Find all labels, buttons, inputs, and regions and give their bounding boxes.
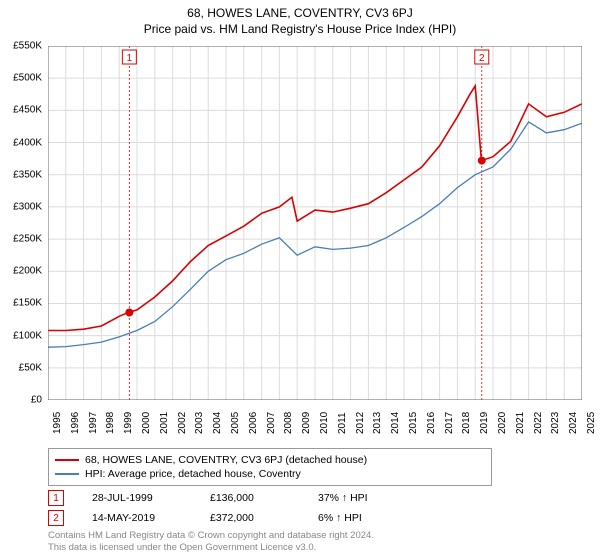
x-tick-label: 2020 [497,412,508,434]
y-tick-label: £0 [31,395,42,406]
marker-badge-1-id: 1 [53,493,59,504]
x-tick-label: 1997 [88,412,99,434]
x-tick-label: 2008 [283,412,294,434]
y-tick-label: £200K [13,266,42,277]
x-tick-label: 2016 [426,412,437,434]
x-axis-labels: 1995 1996 1997 1998 1999 2000 2001 2002 2003 2004… [48,404,582,444]
svg-text:1: 1 [127,53,133,64]
x-tick-label: 2017 [444,412,455,434]
chart-container: 68, HOWES LANE, COVENTRY, CV3 6PJ Price … [0,0,600,560]
footer-line1: Contains HM Land Registry data © Crown c… [48,530,374,542]
x-tick-label: 2025 [586,412,597,434]
y-tick-label: £350K [13,169,42,180]
marker-2-date: 14-MAY-2019 [92,512,182,524]
chart-svg: 12 [48,46,582,400]
x-tick-label: 2006 [248,412,259,434]
y-tick-label: £150K [13,298,42,309]
x-tick-label: 1998 [105,412,116,434]
y-tick-label: £400K [13,137,42,148]
x-tick-label: 2014 [390,412,401,434]
x-tick-label: 2009 [301,412,312,434]
x-tick-label: 2018 [461,412,472,434]
y-tick-label: £100K [13,330,42,341]
x-tick-label: 2022 [533,412,544,434]
x-tick-label: 2004 [212,412,223,434]
chart-plot-area: 12 [48,46,582,400]
marker-2-delta: 6% ↑ HPI [318,512,362,524]
x-tick-label: 1996 [70,412,81,434]
marker-badge-2: 2 [48,510,64,526]
marker-badge-1: 1 [48,490,64,506]
x-tick-label: 2011 [337,412,348,434]
marker-row-1: 1 28-JUL-1999 £136,000 37% ↑ HPI [48,490,582,506]
legend: 68, HOWES LANE, COVENTRY, CV3 6PJ (detac… [48,448,492,486]
x-tick-label: 2002 [177,412,188,434]
legend-item: HPI: Average price, detached house, Cove… [55,467,485,481]
marker-1-date: 28-JUL-1999 [92,492,182,504]
x-tick-label: 2019 [479,412,490,434]
title-sub: Price paid vs. HM Land Registry's House … [0,20,600,36]
x-tick-label: 2012 [355,412,366,434]
x-tick-label: 1995 [52,412,63,434]
marker-badge-2-id: 2 [53,513,59,524]
x-tick-label: 2024 [568,412,579,434]
x-tick-label: 2000 [141,412,152,434]
y-tick-label: £300K [13,201,42,212]
y-tick-label: £500K [13,73,42,84]
x-tick-label: 2007 [266,412,277,434]
x-tick-label: 2010 [319,412,330,434]
x-tick-label: 2013 [372,412,383,434]
legend-label: 68, HOWES LANE, COVENTRY, CV3 6PJ (detac… [85,454,367,466]
legend-item: 68, HOWES LANE, COVENTRY, CV3 6PJ (detac… [55,453,485,467]
legend-swatch [55,473,79,475]
y-tick-label: £450K [13,105,42,116]
legend-swatch [55,459,79,461]
marker-1-delta: 37% ↑ HPI [318,492,368,504]
footer-line2: This data is licensed under the Open Gov… [48,542,374,554]
y-axis-labels: £0£50K£100K£150K£200K£250K£300K£350K£400… [0,46,46,400]
x-tick-label: 2015 [408,412,419,434]
footer: Contains HM Land Registry data © Crown c… [48,530,374,554]
y-tick-label: £250K [13,234,42,245]
marker-1-price: £136,000 [210,492,290,504]
x-tick-label: 1999 [123,412,134,434]
y-tick-label: £550K [13,41,42,52]
svg-text:2: 2 [479,53,485,64]
x-tick-label: 2003 [194,412,205,434]
x-tick-label: 2021 [515,412,526,434]
legend-label: HPI: Average price, detached house, Cove… [85,468,301,480]
x-tick-label: 2023 [550,412,561,434]
marker-row-2: 2 14-MAY-2019 £372,000 6% ↑ HPI [48,510,582,526]
y-tick-label: £50K [19,362,42,373]
title-main: 68, HOWES LANE, COVENTRY, CV3 6PJ [0,0,600,20]
marker-2-price: £372,000 [210,512,290,524]
x-tick-label: 2001 [159,412,170,434]
x-tick-label: 2005 [230,412,241,434]
